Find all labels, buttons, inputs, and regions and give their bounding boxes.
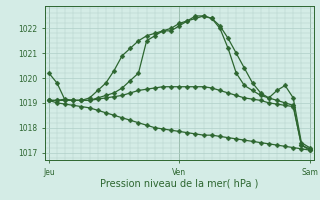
X-axis label: Pression niveau de la mer( hPa ): Pression niveau de la mer( hPa ) bbox=[100, 178, 258, 188]
